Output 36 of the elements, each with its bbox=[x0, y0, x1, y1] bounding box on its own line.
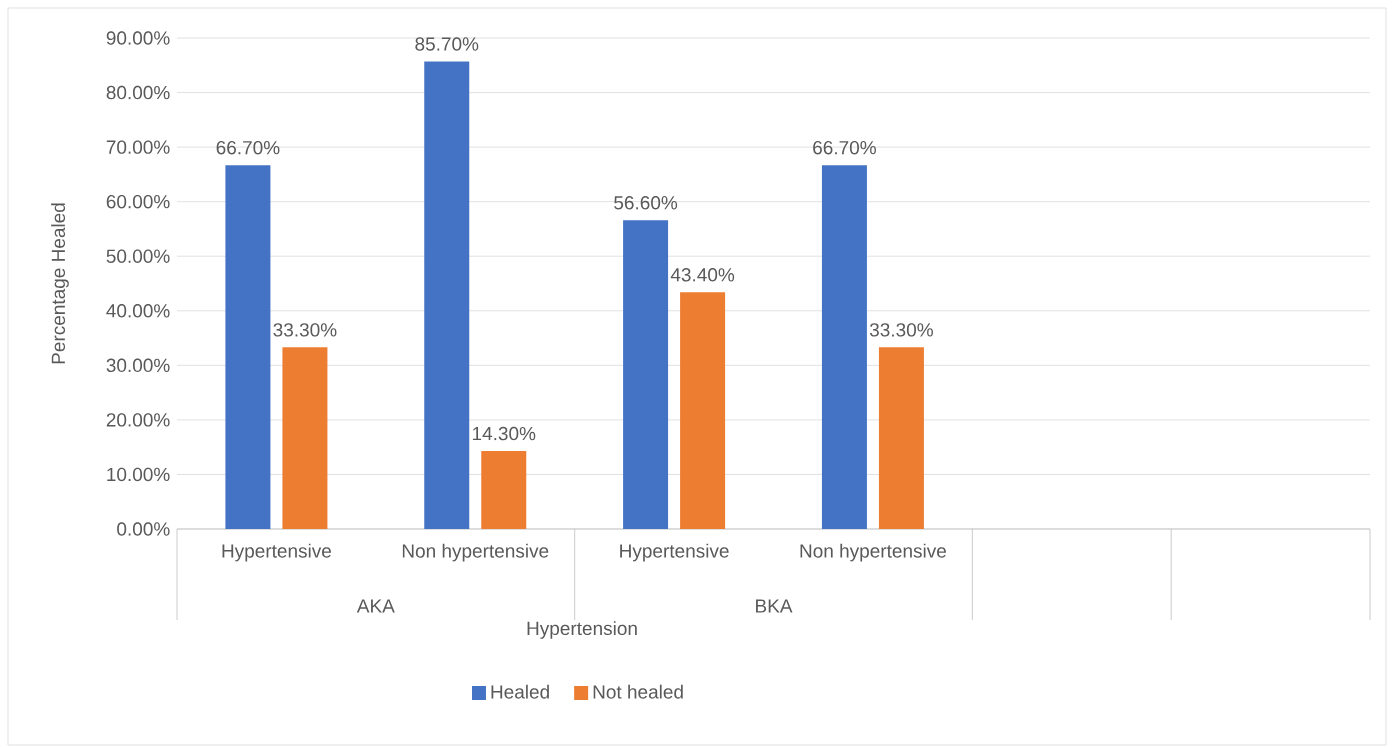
x-axis-title: Hypertension bbox=[527, 621, 637, 639]
x-tick-label: Non hypertensive bbox=[800, 543, 946, 562]
legend-label: Healed bbox=[491, 684, 549, 699]
data-label: 14.30% bbox=[472, 426, 536, 441]
text: BKA bbox=[756, 599, 793, 613]
data-label: 33.30% bbox=[273, 323, 337, 337]
y-tick-label: 90.00% bbox=[106, 31, 170, 45]
y-tick-label: 20.00% bbox=[106, 413, 170, 427]
data-label: 56.60% bbox=[614, 196, 678, 210]
data-label: 66.70% bbox=[216, 140, 280, 155]
y-tick-label: 50.00% bbox=[106, 249, 170, 263]
bar bbox=[424, 61, 470, 529]
x-tick-label: Non hypertensive bbox=[402, 543, 549, 562]
legend-label: Not healed bbox=[593, 684, 683, 699]
y-tick-label: 60.00% bbox=[106, 194, 170, 209]
x-tick-label: Hypertensive bbox=[620, 543, 729, 562]
y-tick-label: 40.00% bbox=[106, 304, 170, 318]
bar bbox=[821, 165, 867, 529]
bar bbox=[623, 220, 669, 529]
y-tick-label: 80.00% bbox=[106, 85, 170, 100]
y-tick-label: 10.00% bbox=[107, 467, 170, 482]
data-label: 43.40% bbox=[670, 268, 735, 282]
data-label: 66.70% bbox=[813, 140, 876, 155]
text: AKA bbox=[356, 599, 395, 613]
bar bbox=[680, 292, 726, 529]
x-tick-label: Hypertensive bbox=[222, 543, 331, 562]
y-tick-label: 70.00% bbox=[106, 140, 170, 154]
bar bbox=[225, 165, 271, 529]
y-tick-label: 30.00% bbox=[106, 358, 170, 373]
y-axis-title: Percentage Healed bbox=[51, 203, 69, 364]
bar bbox=[878, 347, 924, 529]
bar bbox=[481, 450, 527, 529]
bar bbox=[282, 347, 328, 529]
y-tick-label: 0.00% bbox=[117, 522, 170, 536]
data-label: 85.70% bbox=[415, 37, 479, 51]
data-label: 33.30% bbox=[869, 323, 933, 337]
